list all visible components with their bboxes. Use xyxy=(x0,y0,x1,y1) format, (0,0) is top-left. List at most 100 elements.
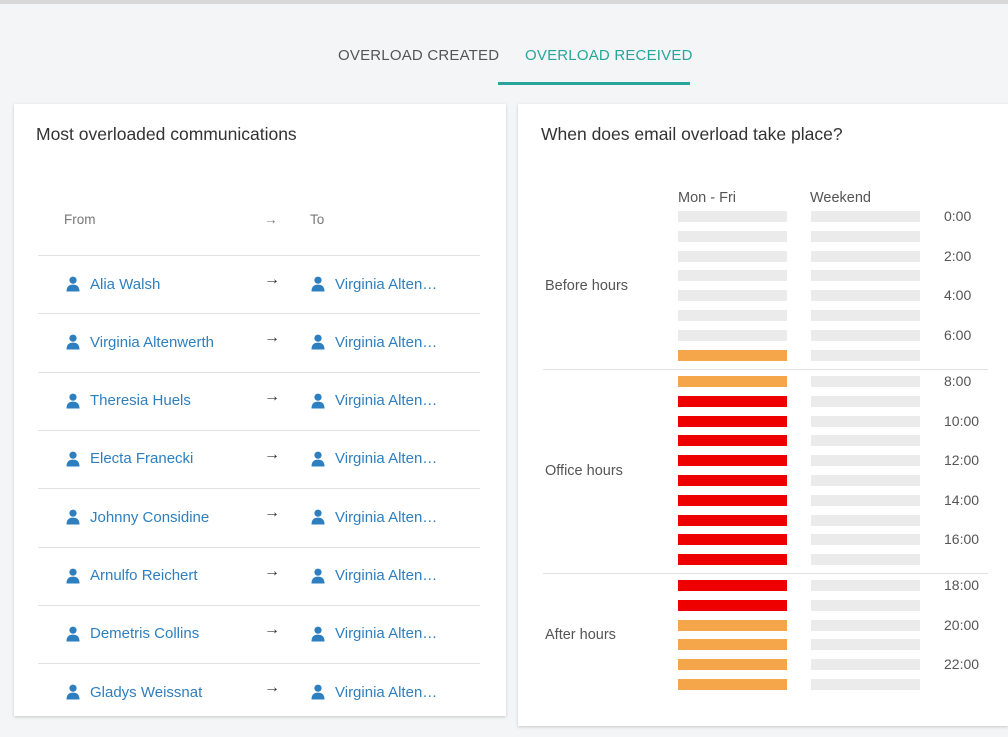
to-person-link[interactable]: Virginia Alten… xyxy=(311,449,437,469)
overload-time-title: When does email overload take place? xyxy=(541,124,843,144)
from-person-name: Theresia Huels xyxy=(90,392,191,410)
arrow-icon: → xyxy=(264,271,280,288)
to-person-name: Virginia Alten… xyxy=(335,392,438,410)
tab-overload-received[interactable]: OVERLOAD RECEIVED xyxy=(525,47,693,64)
to-person-name: Virginia Alten… xyxy=(335,625,438,643)
from-person-name: Demetris Collins xyxy=(90,625,200,643)
weekend-hour-bar xyxy=(811,230,920,242)
table-row: Electa Franecki → Virginia Alten… xyxy=(38,429,480,489)
column-header-from: From xyxy=(64,212,96,227)
weekday-hour-bar xyxy=(678,310,787,321)
from-person-link[interactable]: Theresia Huels xyxy=(66,391,191,411)
weekday-hour-bar xyxy=(678,659,787,671)
to-person-name: Virginia Alten… xyxy=(335,450,438,468)
time-label: 6:00 xyxy=(944,326,972,343)
table-row: Theresia Huels → Virginia Alten… xyxy=(38,371,480,431)
weekend-hour-bar xyxy=(811,494,920,506)
time-label: 4:00 xyxy=(944,287,972,304)
weekday-hour-bar xyxy=(678,494,787,506)
from-person-link[interactable]: Electa Franecki xyxy=(66,449,193,469)
time-label: 2:00 xyxy=(944,247,972,264)
weekday-hour-bar xyxy=(678,580,787,591)
time-label: 12:00 xyxy=(944,452,980,469)
weekday-hour-bar xyxy=(678,639,787,651)
weekday-hour-bar xyxy=(678,599,787,611)
user-icon xyxy=(66,626,80,642)
from-person-name: Electa Franecki xyxy=(90,450,194,468)
user-icon xyxy=(66,684,80,700)
communications-card: Most overloaded communications From → To… xyxy=(14,104,506,716)
time-label: 22:00 xyxy=(944,656,980,673)
user-icon xyxy=(66,393,80,409)
period-label: After hours xyxy=(545,627,616,643)
from-person-link[interactable]: Gladys Weissnat xyxy=(66,682,202,702)
weekend-hour-bar xyxy=(811,270,920,282)
column-header-to: To xyxy=(310,212,325,227)
weekday-hour-bar xyxy=(678,435,787,447)
weekend-hour-bar xyxy=(811,290,920,302)
user-icon xyxy=(66,509,80,525)
table-row: Gladys Weissnat → Virginia Alten… xyxy=(38,663,480,722)
user-icon xyxy=(311,393,325,409)
period-divider xyxy=(543,573,988,574)
weekday-hour-bar xyxy=(678,395,787,407)
period-divider xyxy=(543,369,988,370)
table-row: Alia Walsh → Virginia Alten… xyxy=(38,255,480,314)
user-icon xyxy=(66,334,80,350)
weekend-hour-bar xyxy=(811,659,920,671)
to-person-link[interactable]: Virginia Alten… xyxy=(311,274,437,294)
weekday-hour-bar xyxy=(678,619,787,631)
table-row: Arnulfo Reichert → Virginia Alten… xyxy=(38,546,480,606)
weekend-hour-bar xyxy=(811,211,920,222)
user-icon xyxy=(311,276,325,292)
weekday-hour-bar xyxy=(678,290,787,302)
table-row: Virginia Altenwerth → Virginia Alten… xyxy=(38,313,480,372)
time-label: 20:00 xyxy=(944,616,980,633)
weekend-hour-bar xyxy=(811,580,920,591)
user-icon xyxy=(66,568,80,583)
time-label: 14:00 xyxy=(944,491,980,508)
weekday-hour-bar xyxy=(678,679,787,690)
from-person-link[interactable]: Virginia Altenwerth xyxy=(66,332,214,352)
weekday-hour-bar xyxy=(678,349,787,361)
arrow-icon: → xyxy=(264,329,280,347)
tab-overload-created[interactable]: OVERLOAD CREATED xyxy=(338,47,500,64)
weekday-hour-bar xyxy=(678,415,787,427)
from-person-link[interactable]: Demetris Collins xyxy=(66,624,199,644)
user-icon xyxy=(311,684,325,700)
weekday-hour-bar xyxy=(678,376,787,387)
arrow-icon: → xyxy=(264,445,280,463)
time-label: 0:00 xyxy=(944,208,972,224)
to-person-link[interactable]: Virginia Alten… xyxy=(311,507,437,527)
to-person-link[interactable]: Virginia Alten… xyxy=(311,682,437,702)
column-header-weekend: Weekend xyxy=(810,190,871,206)
weekday-hour-bar xyxy=(678,554,787,566)
to-person-link[interactable]: Virginia Alten… xyxy=(311,391,437,411)
arrow-icon: → xyxy=(264,562,280,580)
weekday-hour-bar xyxy=(678,475,787,486)
to-person-name: Virginia Alten… xyxy=(335,333,438,351)
weekday-hour-bar xyxy=(678,270,787,282)
user-icon xyxy=(311,626,325,642)
from-person-link[interactable]: Johnny Considine xyxy=(66,507,209,527)
time-label: 10:00 xyxy=(944,412,980,429)
table-row: Demetris Collins → Virginia Alten… xyxy=(38,604,480,664)
weekend-hour-bar xyxy=(811,395,920,407)
weekend-hour-bar xyxy=(811,619,920,631)
from-person-name: Virginia Altenwerth xyxy=(90,333,214,351)
weekend-hour-bar xyxy=(811,639,920,651)
weekend-hour-bar xyxy=(811,329,920,341)
arrow-icon: → xyxy=(264,620,280,638)
arrow-icon: → xyxy=(264,679,280,697)
from-person-link[interactable]: Alia Walsh xyxy=(66,274,160,294)
from-person-link[interactable]: Arnulfo Reichert xyxy=(66,566,198,586)
to-person-link[interactable]: Virginia Alten… xyxy=(311,332,437,352)
user-icon xyxy=(66,451,80,467)
weekend-hour-bar xyxy=(811,250,920,262)
to-person-link[interactable]: Virginia Alten… xyxy=(311,566,437,586)
user-icon xyxy=(311,334,325,350)
time-label: 18:00 xyxy=(944,577,980,593)
from-person-name: Arnulfo Reichert xyxy=(90,567,198,584)
overload-time-card: When does email overload take place? Mon… xyxy=(518,104,1008,726)
to-person-link[interactable]: Virginia Alten… xyxy=(311,624,437,644)
